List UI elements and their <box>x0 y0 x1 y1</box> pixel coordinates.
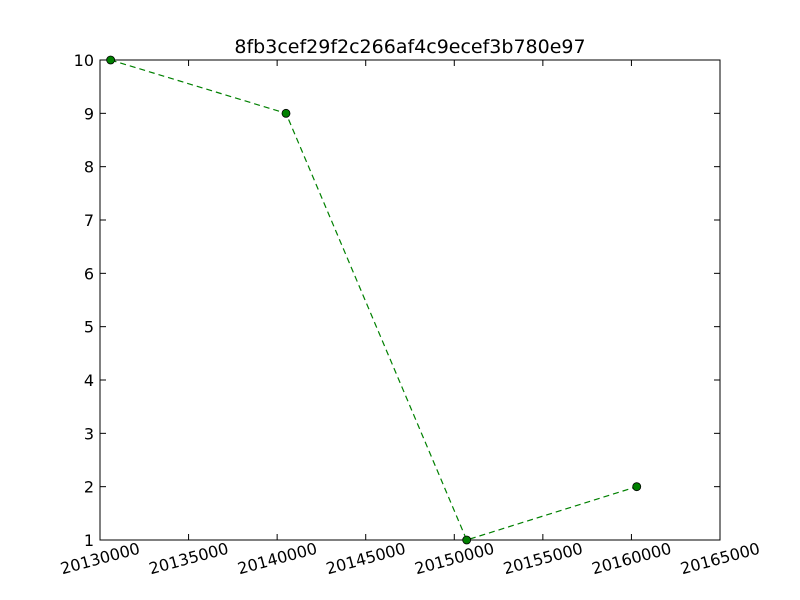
data-point <box>462 535 472 545</box>
y-tick-label: 4 <box>84 371 94 390</box>
x-tick-label: 20165000 <box>678 539 762 578</box>
series-line <box>110 59 637 541</box>
x-tick-label: 20130000 <box>58 539 142 578</box>
x-tick-label: 20150000 <box>413 539 497 578</box>
chart-title: 8fb3cef29f2c266af4c9ecef3b780e97 <box>234 36 585 58</box>
y-axis: 1 2 3 4 5 6 7 8 9 10 <box>74 51 720 550</box>
y-tick-label: 1 <box>84 531 94 550</box>
series-layer <box>106 55 642 545</box>
data-point <box>281 108 291 118</box>
x-axis: 20130000 20135000 20140000 20145000 20150000… <box>58 60 762 578</box>
y-tick-label: 3 <box>84 424 94 443</box>
data-point <box>632 482 642 492</box>
y-tick-label: 7 <box>84 211 94 230</box>
y-tick-label: 10 <box>74 51 94 70</box>
x-tick-label: 20160000 <box>590 539 674 578</box>
y-tick-label: 5 <box>84 318 94 337</box>
x-tick-label: 20145000 <box>324 539 408 578</box>
x-tick-label: 20135000 <box>147 539 231 578</box>
x-tick-label: 20140000 <box>235 539 319 578</box>
x-tick-label: 20155000 <box>501 539 585 578</box>
plot-frame <box>99 59 721 541</box>
y-tick-label: 8 <box>84 158 94 177</box>
y-tick-label: 6 <box>84 264 94 283</box>
data-point <box>106 55 116 65</box>
y-tick-label: 2 <box>84 478 94 497</box>
y-tick-label: 9 <box>84 104 94 123</box>
